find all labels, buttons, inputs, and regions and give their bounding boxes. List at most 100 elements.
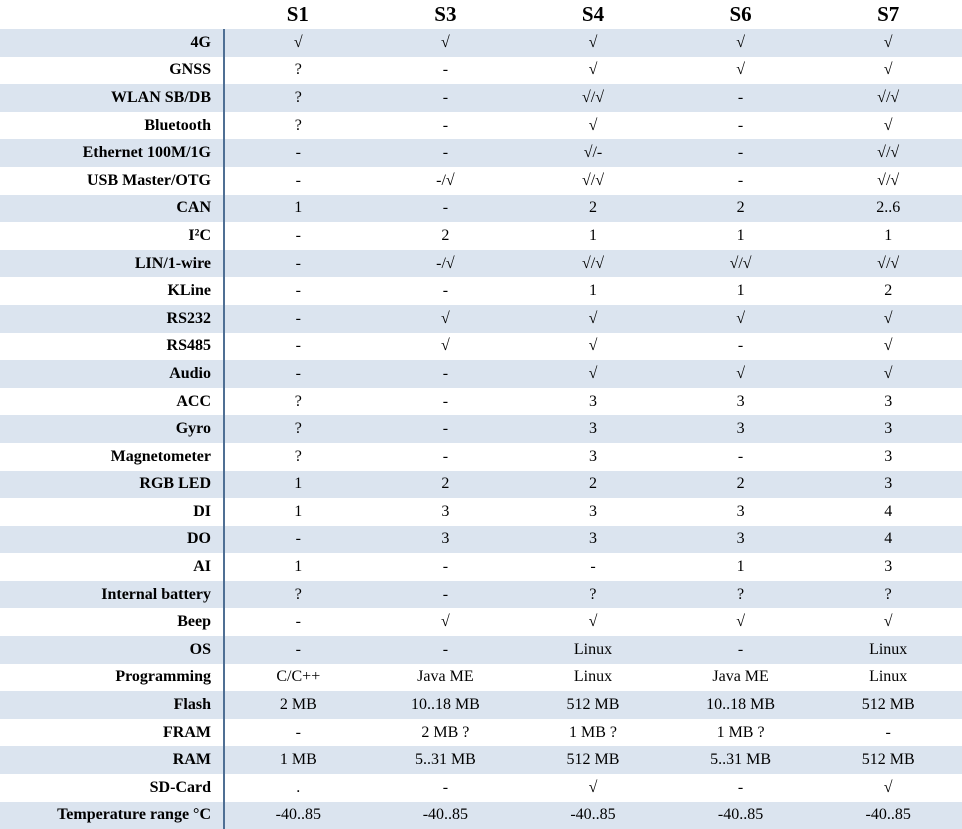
cell-s3: -: [371, 194, 520, 223]
cell-s3: √: [371, 608, 520, 637]
cell-s4: √: [519, 56, 667, 85]
cell-s4: -40..85: [519, 801, 667, 829]
table-row: FRAM -2 MB ? 1 MB ? 1 MB ? -: [0, 718, 962, 747]
cell-s4: -: [519, 553, 667, 581]
cell-s4: √: [519, 608, 667, 637]
cell-s6: 2: [666, 470, 815, 499]
cell-s3: 2: [371, 222, 520, 250]
row-label: AI: [0, 553, 225, 581]
cell-s1: -: [224, 222, 372, 250]
row-label: Ethernet 100M/1G: [0, 139, 225, 167]
cell-s7: √/√: [814, 166, 962, 195]
table-row: Bluetooth? - √ - √: [0, 111, 962, 140]
cell-s7: 512 MB: [814, 691, 962, 719]
cell-s6: ?: [666, 580, 815, 609]
cell-s4: 2: [519, 194, 667, 223]
row-label: GNSS: [0, 56, 225, 85]
cell-s3: -: [371, 636, 520, 664]
table-row: GNSS? - √ √ √: [0, 56, 962, 85]
cell-s7: √: [814, 56, 962, 85]
cell-s6: 1 MB ?: [666, 718, 815, 747]
table-row: RAM 1 MB 5..31 MB 512 MB 5..31 MB 512 MB: [0, 746, 962, 775]
cell-s1: 1: [224, 470, 372, 499]
table-row: RS232- √ √ √ √: [0, 304, 962, 333]
cell-s6: -: [666, 774, 815, 802]
cell-s1: 2 MB: [224, 691, 372, 719]
cell-s3: 2: [371, 470, 520, 499]
cell-s1: ?: [224, 442, 372, 471]
cell-s3: √: [371, 29, 520, 57]
cell-s7: -40..85: [814, 801, 962, 829]
table-row: OS - - Linux - Linux: [0, 636, 962, 664]
cell-s3: -: [371, 774, 520, 802]
cell-s3: -: [371, 415, 520, 443]
table-row: I²C -2 1 1 1: [0, 222, 962, 250]
cell-s4: √: [519, 29, 667, 57]
table-row: SD-Card. - √ - √: [0, 774, 962, 802]
cell-s4: 1: [519, 222, 667, 250]
header-row: S1 S3 S4 S6 S7: [0, 0, 962, 29]
cell-s7: √: [814, 774, 962, 802]
row-label: Audio: [0, 360, 225, 388]
row-label: USB Master/OTG: [0, 166, 225, 195]
cell-s7: 4: [814, 498, 962, 526]
row-label: RGB LED: [0, 470, 225, 499]
cell-s4: 2: [519, 470, 667, 499]
table-row: Programming C/C++ Java ME Linux Java ME Linux: [0, 663, 962, 692]
table-row: Beep - √ √ √ √: [0, 608, 962, 637]
cell-s7: 512 MB: [814, 746, 962, 775]
cell-s4: √: [519, 332, 667, 361]
cell-s4: 1: [519, 277, 667, 305]
cell-s1: -: [224, 166, 372, 195]
cell-s6: √: [666, 56, 815, 85]
row-label: 4G: [0, 29, 225, 57]
row-label: RS232: [0, 304, 225, 333]
cell-s3: -: [371, 360, 520, 388]
cell-s6: -: [666, 111, 815, 140]
cell-s7: √: [814, 608, 962, 637]
cell-s7: 2..6: [814, 194, 962, 223]
row-label: Gyro: [0, 415, 225, 443]
cell-s3: -/√: [371, 166, 520, 195]
cell-s7: 4: [814, 525, 962, 554]
cell-s1: -: [224, 139, 372, 167]
cell-s1: -: [224, 277, 372, 305]
cell-s4: 3: [519, 442, 667, 471]
cell-s4: Linux: [519, 636, 667, 664]
table-row: CAN 1-2 2 2..6: [0, 194, 962, 223]
cell-s3: 5..31 MB: [371, 746, 520, 775]
cell-s1: 1: [224, 498, 372, 526]
cell-s3: -/√: [371, 249, 520, 278]
cell-s1: .: [224, 774, 372, 802]
row-label: Flash: [0, 691, 225, 719]
cell-s3: 3: [371, 498, 520, 526]
cell-s7: 3: [814, 553, 962, 581]
cell-s6: -: [666, 139, 815, 167]
cell-s6: 5..31 MB: [666, 746, 815, 775]
table-row: Magnetometer? -3-3: [0, 442, 962, 471]
cell-s7: √/√: [814, 84, 962, 112]
cell-s7: 3: [814, 387, 962, 416]
cell-s4: 512 MB: [519, 691, 667, 719]
cell-s7: -: [814, 718, 962, 747]
cell-s3: -40..85: [371, 801, 520, 829]
row-label: SD-Card: [0, 774, 225, 802]
cell-s7: 2: [814, 277, 962, 305]
table-row: WLAN SB/DB? - √/√ - √/√: [0, 84, 962, 112]
row-label: LIN/1-wire: [0, 249, 225, 278]
cell-s6: Java ME: [666, 663, 815, 692]
row-label: WLAN SB/DB: [0, 84, 225, 112]
cell-s1: -: [224, 249, 372, 278]
cell-s7: Linux: [814, 663, 962, 692]
table-row: RGB LED 1 2 2 2 3: [0, 470, 962, 499]
cell-s4: 3: [519, 415, 667, 443]
cell-s4: 3: [519, 387, 667, 416]
cell-s3: √: [371, 304, 520, 333]
column-header-s7: S7: [814, 0, 962, 29]
cell-s1: 1 MB: [224, 746, 372, 775]
table-row: Audio - - √ √ √: [0, 360, 962, 388]
cell-s4: 3: [519, 525, 667, 554]
cell-s1: -: [224, 525, 372, 554]
row-label: DO: [0, 525, 225, 554]
